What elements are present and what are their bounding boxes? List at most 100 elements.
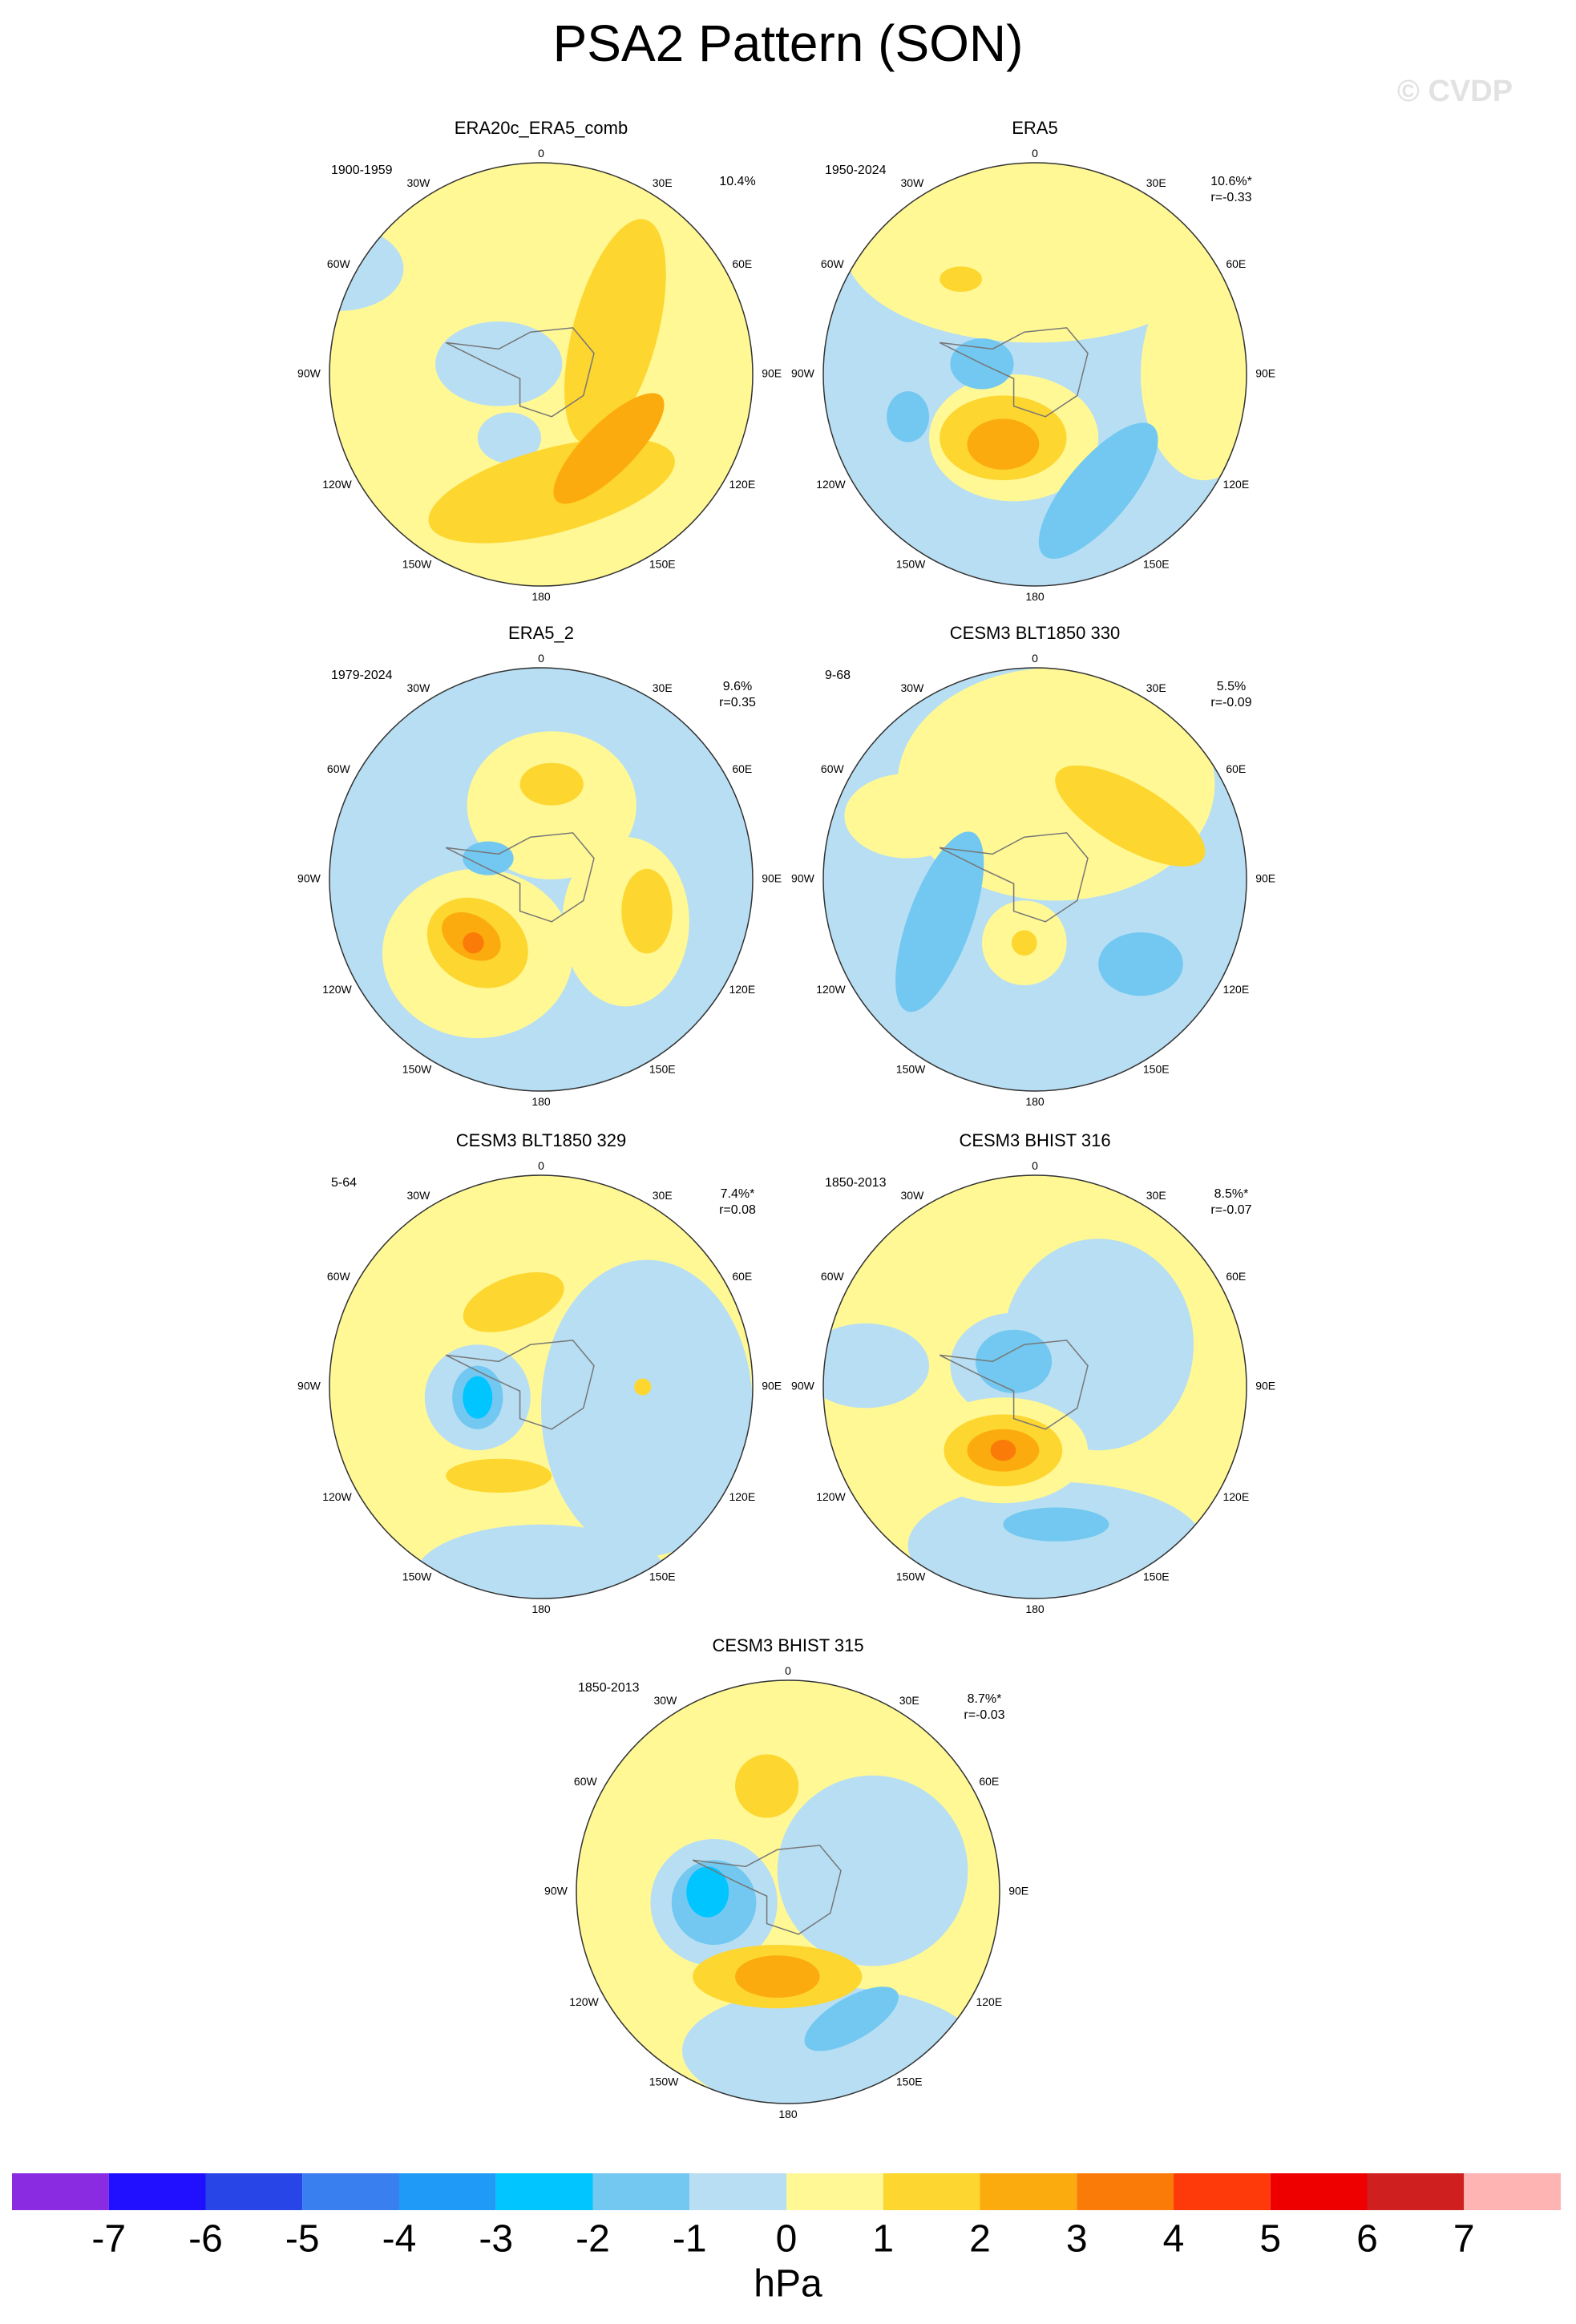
period-label: 1950-2024 — [825, 164, 887, 177]
contour-region — [463, 932, 484, 954]
colorbar-tick-label: 5 — [1259, 2218, 1281, 2261]
longitude-label: 90W — [297, 872, 321, 885]
longitude-label: 90E — [762, 1380, 782, 1392]
color-box — [592, 2173, 690, 2210]
longitude-label: 120W — [569, 1995, 599, 2008]
map-border — [329, 667, 754, 1092]
longitude-label: 180 — [531, 590, 551, 603]
longitude-label: 90W — [791, 1380, 815, 1392]
contour-region — [682, 1987, 979, 2104]
longitude-label: 60W — [821, 762, 845, 775]
map-border — [329, 162, 754, 587]
longitude-label: 30W — [654, 1694, 678, 1707]
color-box — [399, 2173, 496, 2210]
color-box — [302, 2173, 399, 2210]
colorbar-tick-label: -5 — [285, 2218, 320, 2261]
coastline — [692, 1845, 842, 1935]
color-box — [689, 2173, 786, 2210]
longitude-label: 30W — [407, 1189, 431, 1202]
period-label: 1850-2013 — [825, 1176, 887, 1190]
longitude-label: 90W — [297, 367, 321, 380]
contour-field — [329, 163, 753, 586]
longitude-label: 120W — [322, 1490, 352, 1503]
longitude-label: 60E — [732, 257, 752, 270]
longitude-label: 150E — [896, 2075, 923, 2088]
longitude-label: 30E — [653, 176, 673, 189]
contour-region — [844, 163, 1226, 343]
contour-field — [823, 163, 1247, 586]
map-panel: CESM3 BHIST 315 1850-2013 8.7%* r=-0.03 0 30E… — [544, 1635, 1028, 2120]
stat-label: r=-0.09 — [1210, 696, 1251, 709]
colorbar-tick-label: -1 — [673, 2218, 707, 2261]
period-label: 1979-2024 — [331, 669, 393, 682]
longitude-label: 90W — [544, 1885, 568, 1898]
longitude-label: 30W — [901, 176, 925, 189]
longitude-label: 150W — [896, 1063, 926, 1076]
color-box — [1464, 2173, 1561, 2210]
contour-region — [463, 841, 514, 875]
colorbar-tick-label: 2 — [969, 2218, 991, 2261]
contour-region — [686, 1866, 729, 1918]
contour-region — [414, 1524, 669, 1599]
map-border — [576, 1679, 1000, 2104]
longitude-label: 150E — [649, 1570, 676, 1583]
map-panel: ERA5_2 1979-2024 9.6% r=0.35 0 30E 60E 90E 120E 1… — [297, 623, 782, 1108]
longitude-label: 60W — [574, 1775, 598, 1788]
longitude-label: 150E — [649, 558, 676, 571]
panel-title: CESM3 BLT1850 330 — [950, 623, 1120, 643]
color-box — [980, 2173, 1077, 2210]
contour-region — [1011, 930, 1037, 956]
contour-region — [463, 1376, 493, 1419]
contour-region — [541, 1259, 753, 1557]
longitude-label: 90E — [1255, 872, 1275, 885]
colorbar-unit: hPa — [754, 2263, 822, 2306]
contour-region — [1003, 1507, 1109, 1542]
panel-title: CESM3 BHIST 315 — [712, 1635, 863, 1655]
longitude-label: 120W — [816, 1490, 846, 1503]
longitude-label: 0 — [1032, 1159, 1038, 1172]
period-label: 5-64 — [331, 1176, 357, 1190]
colorbar-tick-label: -6 — [188, 2218, 223, 2261]
longitude-label: 120W — [322, 478, 352, 491]
field-base — [329, 668, 753, 1091]
contour-region — [907, 1481, 1205, 1599]
longitude-label: 90W — [297, 1380, 321, 1392]
contour-region — [564, 219, 666, 446]
longitude-label: 150E — [1143, 558, 1170, 571]
contour-field — [329, 668, 753, 1091]
contour-region — [634, 1378, 652, 1396]
stat-label: 8.5%* — [1214, 1187, 1249, 1201]
longitude-label: 120W — [816, 983, 846, 996]
contour-field — [329, 1175, 753, 1599]
longitude-label: 60E — [1226, 1270, 1246, 1283]
longitude-label: 60E — [1226, 762, 1246, 775]
contour-region — [463, 1272, 564, 1332]
colorbar-tick-label: 4 — [1163, 2218, 1185, 2261]
longitude-label: 180 — [1025, 1603, 1045, 1615]
color-box — [1174, 2173, 1271, 2210]
longitude-label: 30E — [1146, 176, 1166, 189]
panel-title: CESM3 BHIST 316 — [959, 1130, 1110, 1150]
longitude-label: 180 — [531, 1095, 551, 1108]
longitude-label: 0 — [538, 652, 544, 665]
contour-region — [823, 1323, 930, 1409]
stat-label: r=-0.07 — [1210, 1203, 1251, 1217]
longitude-label: 60W — [327, 1270, 351, 1283]
contour-region — [621, 868, 673, 954]
longitude-label: 60W — [327, 257, 351, 270]
contour-region — [976, 1329, 1053, 1393]
longitude-label: 90E — [762, 872, 782, 885]
contour-region — [887, 391, 929, 443]
longitude-label: 0 — [785, 1664, 791, 1677]
contour-region — [777, 1775, 968, 1966]
color-box — [786, 2173, 883, 2210]
longitude-label: 150W — [402, 1063, 432, 1076]
longitude-label: 150W — [649, 2075, 679, 2088]
figure-title: PSA2 Pattern (SON) — [553, 14, 1024, 72]
map-panel: ERA5 1950-2024 10.6%* r=-0.33 0 30E 60E 90E 120E… — [791, 118, 1275, 603]
longitude-label: 150E — [1143, 1570, 1170, 1583]
color-box — [1077, 2173, 1174, 2210]
longitude-label: 150E — [1143, 1063, 1170, 1076]
stat-label: r=0.08 — [719, 1203, 756, 1217]
contour-region — [553, 393, 665, 504]
